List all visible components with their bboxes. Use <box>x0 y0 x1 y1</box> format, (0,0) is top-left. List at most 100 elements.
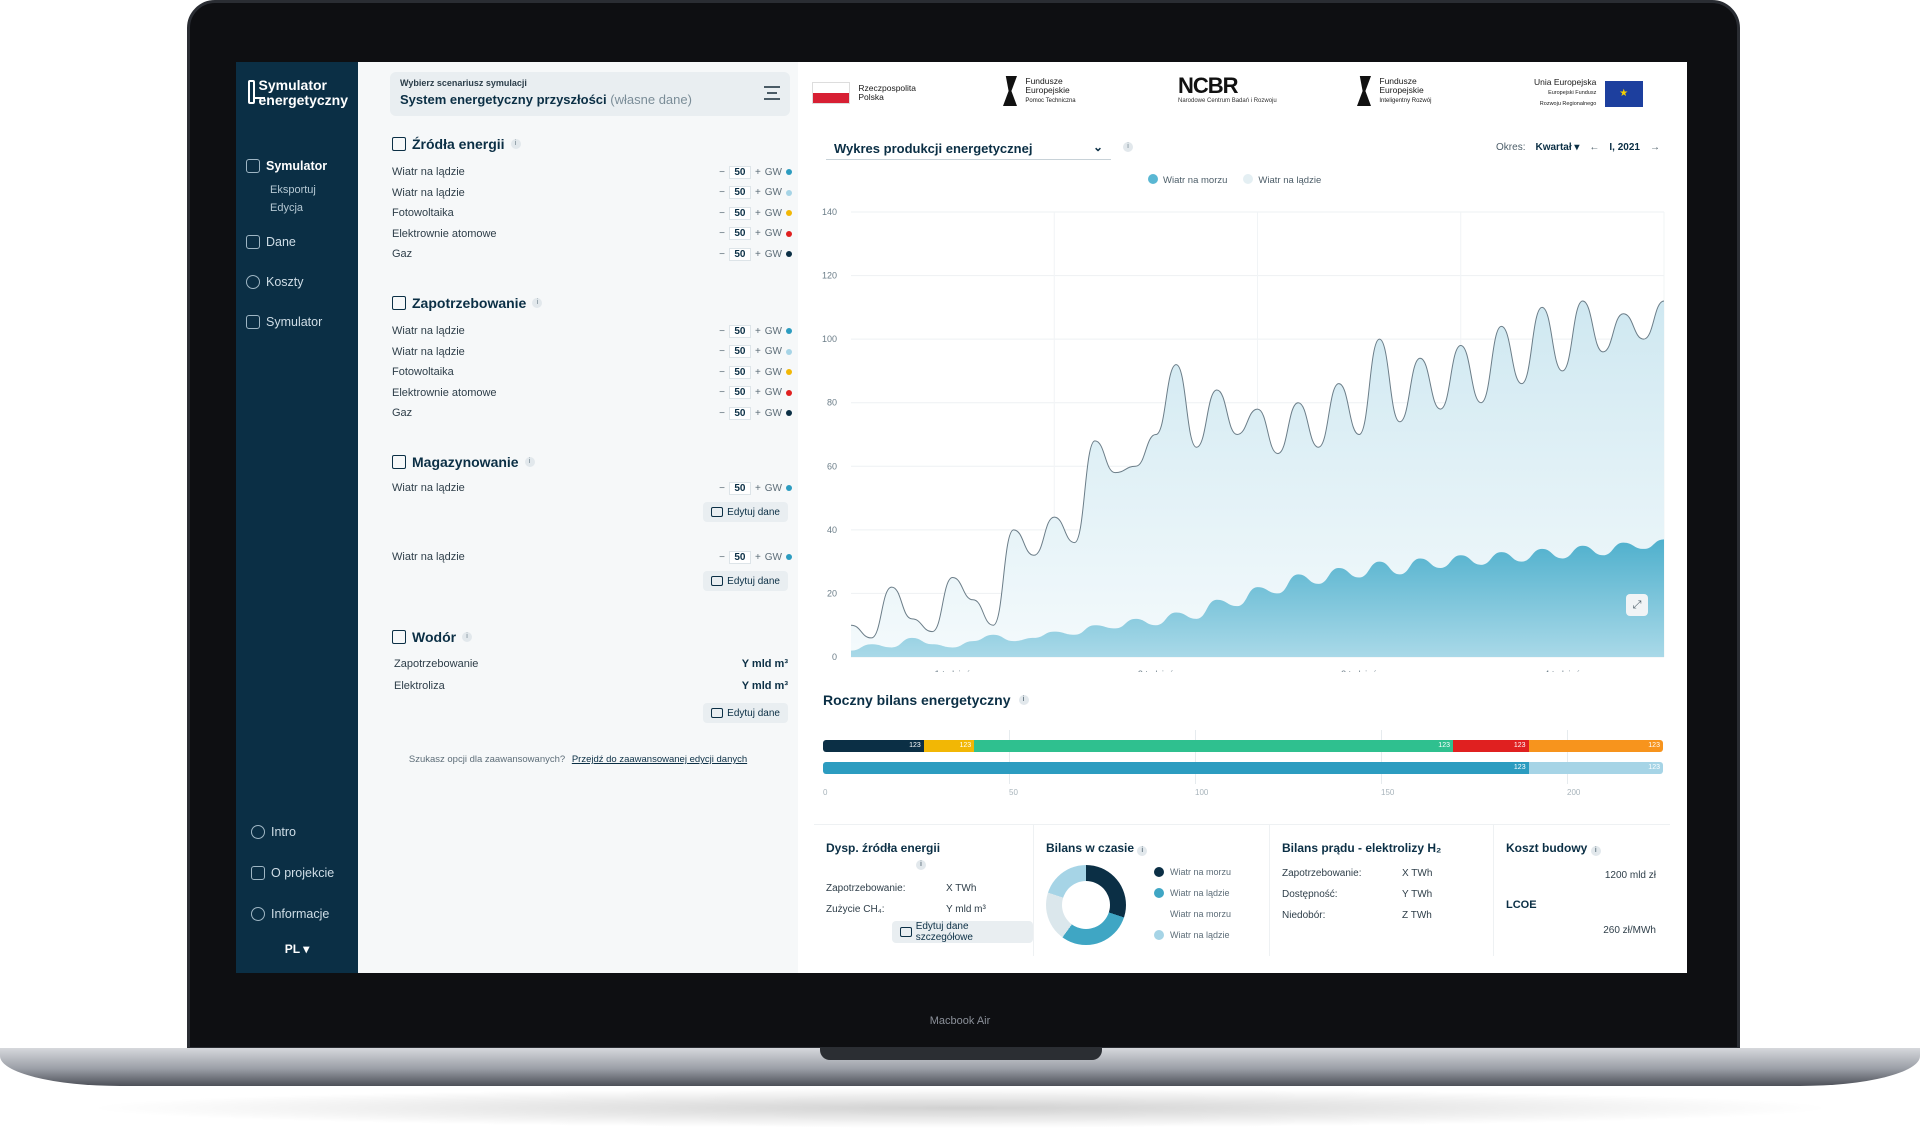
language-switcher[interactable]: PL ▾ <box>284 942 310 956</box>
stepper-value[interactable]: 50 <box>728 386 751 400</box>
setting-label: Gaz <box>392 248 413 261</box>
balance-segment[interactable]: 123 <box>823 740 924 752</box>
quantity-stepper[interactable]: −50 + GW <box>719 365 792 379</box>
plus-icon[interactable]: + <box>754 228 761 240</box>
info-icon[interactable]: i <box>532 298 543 308</box>
info-icon[interactable]: i <box>524 457 535 467</box>
stepper-value[interactable]: 50 <box>728 206 751 220</box>
filter-icon[interactable] <box>764 86 780 100</box>
stepper-value[interactable]: 50 <box>728 550 751 564</box>
nav-item-koszty[interactable]: Koszty <box>246 272 354 292</box>
quantity-stepper[interactable]: −50 + GW <box>719 206 792 220</box>
minus-icon[interactable]: − <box>719 325 725 337</box>
quantity-stepper[interactable]: −50 + GW <box>719 345 792 359</box>
plus-icon[interactable]: + <box>754 346 761 358</box>
plus-icon[interactable]: + <box>754 387 761 399</box>
plus-icon[interactable]: + <box>754 207 761 219</box>
minus-icon[interactable]: − <box>719 407 725 419</box>
plus-icon[interactable]: + <box>754 166 761 178</box>
stepper-value[interactable]: 50 <box>728 345 751 359</box>
scenario-selector[interactable]: Wybierz scenariusz symulacji System ener… <box>390 72 790 116</box>
balance-segment[interactable]: 123 <box>1528 740 1663 752</box>
quantity-stepper[interactable]: −50 + GW <box>719 386 792 400</box>
chart-type-select[interactable]: Wykres produkcji energetycznej ⌄ <box>826 138 1111 160</box>
info-icon[interactable]: i <box>510 139 521 149</box>
info-icon[interactable]: i <box>1018 695 1029 705</box>
plus-icon[interactable]: + <box>754 407 761 419</box>
nav-item-o-projekcie[interactable]: O projekcie <box>251 863 351 883</box>
plus-icon[interactable]: + <box>754 482 761 494</box>
legend-item[interactable]: Wiatr na morzu <box>1148 174 1227 186</box>
logo-text: Narodowe Centrum Badań i Rozwoju <box>1178 98 1277 104</box>
plus-icon[interactable]: + <box>754 187 761 199</box>
nav-item-intro[interactable]: Intro <box>251 822 351 842</box>
advanced-link[interactable]: Przejdź do zaawansowanej edycji danych <box>571 754 748 765</box>
minus-icon[interactable]: − <box>719 248 725 260</box>
plus-icon[interactable]: + <box>754 248 761 260</box>
quantity-stepper[interactable]: −50 + GW <box>719 165 792 179</box>
plus-icon[interactable]: + <box>754 325 761 337</box>
balance-segment[interactable]: 123 <box>974 740 1453 752</box>
nav-label: Koszty <box>266 275 304 289</box>
info-icon[interactable]: i <box>916 860 926 870</box>
edit-storage-button[interactable]: Edytuj dane <box>703 571 788 591</box>
minus-icon[interactable]: − <box>719 387 725 399</box>
stepper-value[interactable]: 50 <box>728 481 751 495</box>
info-icon[interactable]: i <box>462 632 473 642</box>
quantity-stepper[interactable]: −50 + GW <box>719 406 792 420</box>
quantity-stepper[interactable]: −50 + GW <box>719 247 792 261</box>
stepper-value[interactable]: 50 <box>728 247 751 261</box>
minus-icon[interactable]: − <box>719 187 725 199</box>
eu-flag-icon: ★ <box>1604 80 1643 107</box>
brand[interactable]: Symulator energetyczny <box>248 78 348 108</box>
quantity-stepper[interactable]: −50 + GW <box>719 550 792 564</box>
stepper-value[interactable]: 50 <box>728 365 751 379</box>
minus-icon[interactable]: − <box>719 551 725 563</box>
series-color-dot <box>786 410 792 417</box>
balance-segment[interactable]: 123 <box>823 762 1529 774</box>
stepper-value[interactable]: 50 <box>728 406 751 420</box>
expand-icon[interactable]: ⤢ <box>1626 594 1648 616</box>
legend-item[interactable]: Wiatr na lądzie <box>1243 174 1321 186</box>
info-icon[interactable]: i <box>1590 846 1601 856</box>
arrow-left-icon[interactable]: ← <box>1589 142 1600 153</box>
nav-item-dane[interactable]: Dane <box>246 232 354 252</box>
quantity-stepper[interactable]: −50 + GW <box>719 186 792 200</box>
edit-hydrogen-button[interactable]: Edytuj dane <box>703 703 788 723</box>
info-icon[interactable]: i <box>1137 846 1148 856</box>
quantity-stepper[interactable]: −50 + GW <box>719 227 792 241</box>
plus-icon[interactable]: + <box>754 551 761 563</box>
stepper-value[interactable]: 50 <box>728 186 751 200</box>
nav-item-symulator-2[interactable]: Symulator <box>246 312 354 332</box>
minus-icon[interactable]: − <box>719 228 725 240</box>
minus-icon[interactable]: − <box>719 346 725 358</box>
nav-sub-eksportuj[interactable]: Eksportuj <box>270 184 316 196</box>
balance-segment[interactable]: 123 <box>923 740 975 752</box>
setting-row: Wiatr na lądzie −50 + GW <box>392 547 792 568</box>
minus-icon[interactable]: − <box>719 207 725 219</box>
balance-segment[interactable]: 123 <box>1528 762 1663 774</box>
stepper-value[interactable]: 50 <box>728 227 751 241</box>
minus-icon[interactable]: − <box>719 166 725 178</box>
unit-label: GW <box>764 407 782 419</box>
edit-storage-button[interactable]: Edytuj dane <box>703 502 788 522</box>
arrow-right-icon[interactable]: → <box>1650 142 1660 153</box>
edit-details-button[interactable]: Edytuj dane szczegółowe <box>892 921 1033 943</box>
period-select[interactable]: Kwartał ▾ <box>1535 142 1580 153</box>
setting-label: Wiatr na lądzie <box>392 166 465 179</box>
donut-legend-item: Wiatr na lądzie <box>1154 888 1230 898</box>
quantity-stepper[interactable]: −50 + GW <box>719 481 792 495</box>
minus-icon[interactable]: − <box>719 366 725 378</box>
nav-item-informacje[interactable]: Informacje <box>251 904 351 924</box>
nav-item-symulator[interactable]: Symulator <box>246 156 354 176</box>
stepper-value[interactable]: 50 <box>728 324 751 338</box>
series-color-dot <box>786 554 792 561</box>
series-color-dot <box>786 169 792 176</box>
minus-icon[interactable]: − <box>719 482 725 494</box>
plus-icon[interactable]: + <box>754 366 761 378</box>
balance-segment[interactable]: 123 <box>1452 740 1529 752</box>
info-icon[interactable]: i <box>1123 142 1133 152</box>
quantity-stepper[interactable]: −50 + GW <box>719 324 792 338</box>
nav-sub-edycja[interactable]: Edycja <box>270 202 304 214</box>
stepper-value[interactable]: 50 <box>728 165 751 179</box>
